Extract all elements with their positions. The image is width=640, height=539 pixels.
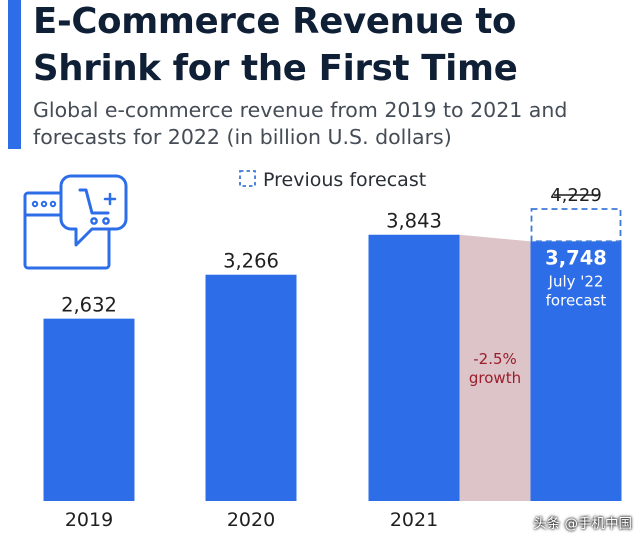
x-tick-label-2021: 2021 (390, 509, 438, 531)
forecast-note-line2: forecast (546, 291, 607, 309)
chart-subtitle: Global e-commerce revenue from 2019 to 2… (33, 98, 568, 149)
watermark: 头条 @手机中国 (533, 516, 632, 532)
growth-percent-label: -2.5% (473, 350, 517, 368)
x-tick-label-2020: 2020 (227, 509, 275, 531)
x-tick-label-2019: 2019 (65, 509, 113, 531)
forecast-note-line1: July '22 (548, 272, 604, 290)
bar-forecast-2022 (530, 241, 622, 501)
value-label-forecast: 3,748 (545, 246, 607, 269)
growth-word-label: growth (469, 369, 521, 387)
bar-2019 (43, 318, 135, 501)
value-label-2019: 2,632 (61, 294, 117, 317)
legend-dashed-swatch (239, 170, 256, 187)
legend-label: Previous forecast (263, 169, 426, 191)
title-accent-bar (8, 0, 21, 149)
value-label-2020: 3,266 (223, 250, 279, 273)
growth-band (459, 234, 531, 501)
bar-2020 (205, 274, 297, 501)
value-label-2021: 3,843 (386, 210, 442, 233)
bar-2021 (368, 234, 460, 501)
chart-title: E-Commerce Revenue to Shrink for the Fir… (33, 1, 518, 89)
previous-forecast-box (530, 208, 622, 243)
shopping-cart-window-icon (23, 174, 128, 270)
legend: Previous forecast (239, 169, 426, 191)
